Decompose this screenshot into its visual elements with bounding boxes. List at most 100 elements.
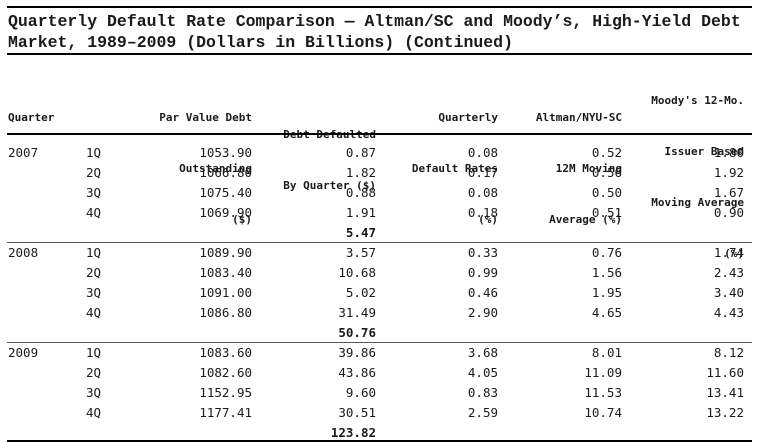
cell-altman: 11.53 — [584, 385, 622, 400]
cell-moodys: 13.41 — [706, 385, 744, 400]
year-separator — [7, 342, 752, 343]
year-label: 2009 — [8, 345, 39, 360]
cell-moodys: 3.40 — [713, 285, 744, 300]
cell-par: 1177.41 — [199, 405, 252, 420]
table-title: Quarterly Default Rate Comparison — Altm… — [8, 12, 751, 52]
header-par-value-line3: ($) — [232, 213, 252, 226]
year-total-defaulted: 50.76 — [338, 325, 376, 340]
header-altman-line1: Altman/NYU-SC — [535, 111, 622, 124]
cell-par: 1066.80 — [199, 165, 252, 180]
cell-moodys: 11.60 — [706, 365, 744, 380]
cell-q: 1Q — [86, 245, 102, 260]
cell-q: 3Q — [86, 285, 102, 300]
cell-altman: 0.56 — [591, 165, 622, 180]
header-default-rates-line3: (%) — [478, 213, 498, 226]
cell-def: 5.02 — [345, 285, 376, 300]
header-altman-line2: 12M Moving — [555, 162, 622, 175]
header-par-value-line1: Par Value Debt — [159, 111, 252, 124]
cell-q: 4Q — [86, 305, 102, 320]
header-default-rates-line2: Default Rates — [411, 162, 498, 175]
cell-moodys: 1.74 — [713, 245, 744, 260]
cell-moodys: 8.12 — [713, 345, 744, 360]
cell-par: 1152.95 — [199, 385, 252, 400]
cell-rate: 0.46 — [467, 285, 498, 300]
header-moodys-line4: (%) — [724, 247, 744, 260]
cell-def: 43.86 — [338, 365, 376, 380]
header-defaulted-line2: By Quarter ($) — [283, 179, 376, 192]
cell-rate: 0.17 — [467, 165, 498, 180]
cell-rate: 0.08 — [467, 145, 498, 160]
cell-altman: 8.01 — [591, 345, 622, 360]
cell-q: 1Q — [86, 345, 102, 360]
cell-def: 39.86 — [338, 345, 376, 360]
cell-q: 2Q — [86, 165, 102, 180]
cell-moodys: 1.67 — [713, 185, 744, 200]
cell-altman: 1.95 — [591, 285, 622, 300]
cell-altman: 10.74 — [584, 405, 622, 420]
cell-def: 9.60 — [345, 385, 376, 400]
cell-par: 1091.00 — [199, 285, 252, 300]
header-default-rates: Quarterly Default Rates (%) — [412, 75, 498, 245]
cell-rate: 0.99 — [467, 265, 498, 280]
cell-par: 1082.60 — [199, 365, 252, 380]
cell-def: 3.57 — [345, 245, 376, 260]
year-label: 2007 — [8, 145, 39, 160]
cell-def: 30.51 — [338, 405, 376, 420]
cell-rate: 3.68 — [467, 345, 498, 360]
cell-q: 2Q — [86, 365, 102, 380]
header-moodys-line2: Issuer Based — [664, 145, 744, 158]
cell-moodys: 4.43 — [713, 305, 744, 320]
header-moodys-line3: Moving Average — [651, 196, 744, 209]
cell-def: 31.49 — [338, 305, 376, 320]
title-top-rule — [7, 6, 752, 8]
cell-altman: 11.09 — [584, 365, 622, 380]
header-bottom-rule — [7, 133, 752, 135]
cell-moodys: 1.92 — [713, 165, 744, 180]
header-par-value: Par Value Debt Outstanding ($) — [159, 75, 252, 245]
year-label: 2008 — [8, 245, 39, 260]
cell-altman: 1.56 — [591, 265, 622, 280]
cell-rate: 2.90 — [467, 305, 498, 320]
cell-moodys: 0.90 — [713, 205, 744, 220]
header-altman: Altman/NYU-SC 12M Moving Average (%) — [536, 75, 622, 245]
cell-par: 1075.40 — [199, 185, 252, 200]
table-bottom-rule — [7, 440, 752, 442]
cell-q: 3Q — [86, 185, 102, 200]
cell-q: 4Q — [86, 205, 102, 220]
cell-def: 0.87 — [345, 145, 376, 160]
cell-rate: 0.33 — [467, 245, 498, 260]
cell-rate: 0.83 — [467, 385, 498, 400]
header-par-value-line2: Outstanding — [179, 162, 252, 175]
title-bottom-rule — [7, 53, 752, 55]
header-default-rates-line1: Quarterly — [438, 111, 498, 124]
cell-q: 2Q — [86, 265, 102, 280]
cell-q: 3Q — [86, 385, 102, 400]
header-altman-line3: Average (%) — [549, 213, 622, 226]
cell-def: 1.82 — [345, 165, 376, 180]
cell-def: 1.91 — [345, 205, 376, 220]
cell-altman: 4.65 — [591, 305, 622, 320]
cell-rate: 4.05 — [467, 365, 498, 380]
header-moodys-line1: Moody's 12-Mo. — [651, 94, 744, 107]
cell-par: 1083.60 — [199, 345, 252, 360]
cell-rate: 0.08 — [467, 185, 498, 200]
header-quarter: Quarter — [8, 111, 55, 124]
year-total-defaulted: 5.47 — [345, 225, 376, 240]
cell-moodys: 13.22 — [706, 405, 744, 420]
cell-q: 1Q — [86, 145, 102, 160]
cell-def: 10.68 — [338, 265, 376, 280]
cell-altman: 0.52 — [591, 145, 622, 160]
cell-par: 1053.90 — [199, 145, 252, 160]
cell-def: 0.88 — [345, 185, 376, 200]
cell-altman: 0.50 — [591, 185, 622, 200]
cell-moodys: 1.80 — [713, 145, 744, 160]
cell-altman: 0.76 — [591, 245, 622, 260]
header-moodys: Moody's 12-Mo. Issuer Based Moving Avera… — [651, 58, 744, 279]
cell-rate: 0.18 — [467, 205, 498, 220]
cell-moodys: 2.43 — [713, 265, 744, 280]
cell-par: 1083.40 — [199, 265, 252, 280]
year-separator — [7, 242, 752, 243]
cell-q: 4Q — [86, 405, 102, 420]
cell-par: 1069.90 — [199, 205, 252, 220]
cell-rate: 2.59 — [467, 405, 498, 420]
